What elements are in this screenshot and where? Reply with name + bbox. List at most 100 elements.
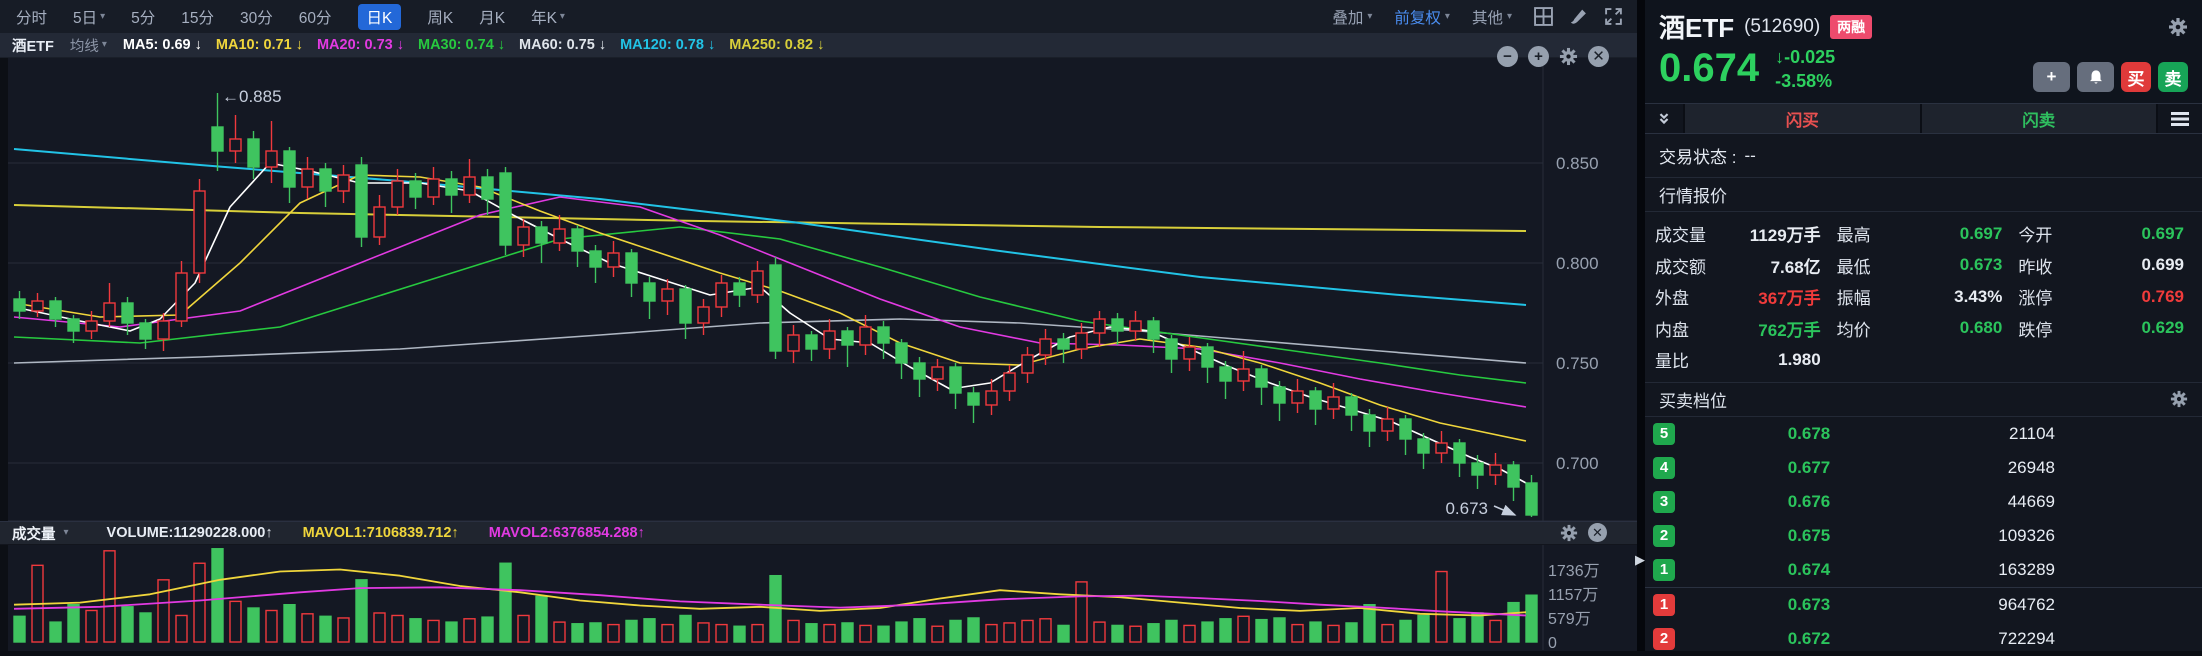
buy-level-row[interactable]: 2 0.672 722294 [1645, 622, 2202, 652]
volume-title: 成交量 [12, 526, 56, 543]
close-icon[interactable]: ✕ [1588, 46, 1609, 67]
stock-code: (512690) [1744, 15, 1821, 37]
price-change: ↓-0.025 -3.58% [1775, 47, 1835, 92]
stock-name: 酒ETF [1659, 13, 1735, 43]
quote-pair: 外盘 367万手 [1655, 284, 1821, 309]
tab-分时[interactable]: 分时 [16, 9, 48, 27]
quote-value: 367万手 [1758, 289, 1821, 309]
expand-icon[interactable] [1604, 7, 1623, 26]
volume-legend-item: MAVOL1:7106839.712↑ [302, 525, 459, 541]
quote-row: 成交额 7.68亿 最低 0.673 昨收 0.699 [1655, 250, 2184, 282]
sell-level-row[interactable]: 1 0.674 163289 [1645, 553, 2202, 587]
alert-bell-button[interactable] [2077, 62, 2114, 92]
quote-grid: 成交量 1129万手 最高 0.697 今开 0.697 成交额 7.68亿 最低 0.673 昨收… [1645, 212, 2202, 383]
hamburger-menu-icon[interactable] [2158, 104, 2202, 133]
sell-level-row[interactable]: 3 0.676 44669 [1645, 485, 2202, 519]
tab-30分[interactable]: 30分 [240, 9, 273, 27]
ma-legend-item: MA10: 0.71 ↓ [215, 37, 303, 53]
kline-chart[interactable]: 0.850 0.800 0.750 0.700 1736万 1157万 579万 0 ←0.88… [0, 46, 1637, 652]
gear-icon[interactable] [2170, 390, 2188, 408]
down-arrow-icon: ↓ [598, 37, 607, 53]
menu-其他[interactable]: 其他 ▾ [1471, 9, 1512, 27]
ma-legend-item: MA20: 0.73 ↓ [316, 37, 404, 53]
last-price: 0.674 [1659, 46, 1760, 90]
settings-gear-icon[interactable] [2168, 17, 2188, 37]
quote-label: 昨收 [2018, 257, 2053, 277]
stock-header: 酒ETF (512690) 两融 0.674 ↓-0.025 -3.58% + … [1645, 0, 2202, 103]
double-chevron-down-icon[interactable] [1645, 104, 1685, 133]
close-icon[interactable]: ✕ [1588, 523, 1607, 542]
zoom-in-icon[interactable]: + [1528, 46, 1549, 67]
ma-legend-item: MA120: 0.78 ↓ [620, 37, 716, 53]
flash-sell-button[interactable]: 闪卖 [1921, 104, 2158, 133]
quote-pair: 成交量 1129万手 [1655, 221, 1821, 246]
down-arrow-icon: ↓ [1775, 47, 1785, 67]
menu-前复权[interactable]: 前复权 ▾ [1394, 9, 1450, 27]
tab-5日[interactable]: 5日 ▾ [73, 9, 106, 27]
sell-level-row[interactable]: 5 0.678 21104 [1645, 417, 2202, 451]
tab-5分[interactable]: 5分 [131, 9, 156, 27]
add-watchlist-button[interactable]: + [2033, 62, 2070, 92]
order-book: 5 0.678 21104 4 0.677 26948 3 0.676 44669 2 0.675 1… [1645, 417, 2202, 652]
quote-pair: 最高 0.697 [1837, 221, 2003, 246]
ma-legend-item: MA30: 0.74 ↓ [418, 37, 506, 53]
level-price: 0.677 [1787, 457, 1831, 477]
quote-label: 内盘 [1655, 320, 1689, 340]
quote-pair: 均价 0.680 [1837, 316, 2003, 341]
tab-60分[interactable]: 60分 [298, 9, 332, 27]
quote-pair: 昨收 0.699 [2018, 253, 2184, 278]
trade-status-value: -- [1744, 145, 1756, 165]
gear-icon[interactable] [1560, 524, 1578, 542]
toolbar-menus: 叠加 ▾ 前复权 ▾ 其他 ▾ [1332, 6, 1512, 28]
buy-level-badge: 2 [1653, 627, 1675, 650]
brush-icon[interactable] [1569, 7, 1588, 26]
svg-text:←0.885: ←0.885 [222, 87, 282, 106]
level-volume: 26948 [2007, 457, 2055, 477]
zoom-out-icon[interactable]: − [1497, 46, 1518, 67]
header-buttons: + 买 卖 [2033, 62, 2188, 92]
chevron-down-icon: ▾ [1506, 10, 1512, 22]
tab-周K[interactable]: 周K [427, 9, 454, 27]
quote-label: 振幅 [1836, 289, 1871, 309]
period-tabs: 分时 5日 ▾ 5分 15分 30分 60分 日K 周K 月K 年K ▾ [0, 3, 565, 30]
chevron-down-icon: ▾ [101, 39, 107, 50]
sell-button[interactable]: 卖 [2158, 62, 2188, 92]
menu-叠加[interactable]: 叠加 ▾ [1332, 9, 1373, 27]
level-price: 0.675 [1787, 525, 1831, 545]
svg-text:0.850: 0.850 [1556, 154, 1599, 173]
svg-text:0.750: 0.750 [1556, 354, 1599, 373]
collapse-panel-icon[interactable]: ▶ [1635, 552, 1645, 567]
quote-value: 0.697 [1959, 223, 2003, 243]
main-pane-controls: − + ✕ [1497, 46, 1609, 67]
quote-pair: 今开 0.697 [2018, 221, 2184, 246]
quote-pair: 跌停 0.629 [2018, 316, 2184, 341]
quote-row: 内盘 762万手 均价 0.680 跌停 0.629 [1655, 313, 2184, 345]
buy-button[interactable]: 买 [2121, 62, 2151, 92]
margin-badge: 两融 [1830, 14, 1873, 39]
flash-buy-button[interactable]: 闪买 [1685, 104, 1922, 133]
tab-月K[interactable]: 月K [479, 9, 506, 27]
tab-15分[interactable]: 15分 [181, 9, 215, 27]
ma-group-label: 均线 [69, 38, 99, 55]
panel-divider: ▶ [1635, 0, 1645, 651]
ma-group-dropdown[interactable]: 均线 ▾ [70, 35, 107, 56]
quote-row: 外盘 367万手 振幅 3.43% 涨停 0.769 [1655, 281, 2184, 313]
quote-value: 7.68亿 [1770, 257, 1821, 277]
down-arrow-icon: ↓ [497, 37, 506, 53]
quote-label: 外盘 [1655, 289, 1689, 309]
quote-pair: 最低 0.673 [1837, 253, 2003, 278]
quote-label: 均价 [1836, 320, 1871, 340]
grid-layout-icon[interactable] [1534, 7, 1553, 26]
level-price: 0.678 [1787, 423, 1831, 443]
tab-日K[interactable]: 日K [357, 3, 402, 30]
level-price: 0.672 [1787, 628, 1831, 648]
gear-icon[interactable] [1559, 47, 1578, 66]
sell-level-row[interactable]: 2 0.675 109326 [1645, 519, 2202, 553]
chevron-down-icon[interactable]: ▾ [63, 527, 69, 538]
sell-level-row[interactable]: 4 0.677 26948 [1645, 451, 2202, 485]
level-volume: 163289 [1998, 559, 2055, 579]
ma-legend-item: MA60: 0.75 ↓ [519, 37, 607, 53]
quote-label: 成交量 [1655, 226, 1706, 246]
tab-年K[interactable]: 年K ▾ [531, 9, 565, 27]
buy-level-row[interactable]: 1 0.673 964762 [1645, 586, 2202, 622]
